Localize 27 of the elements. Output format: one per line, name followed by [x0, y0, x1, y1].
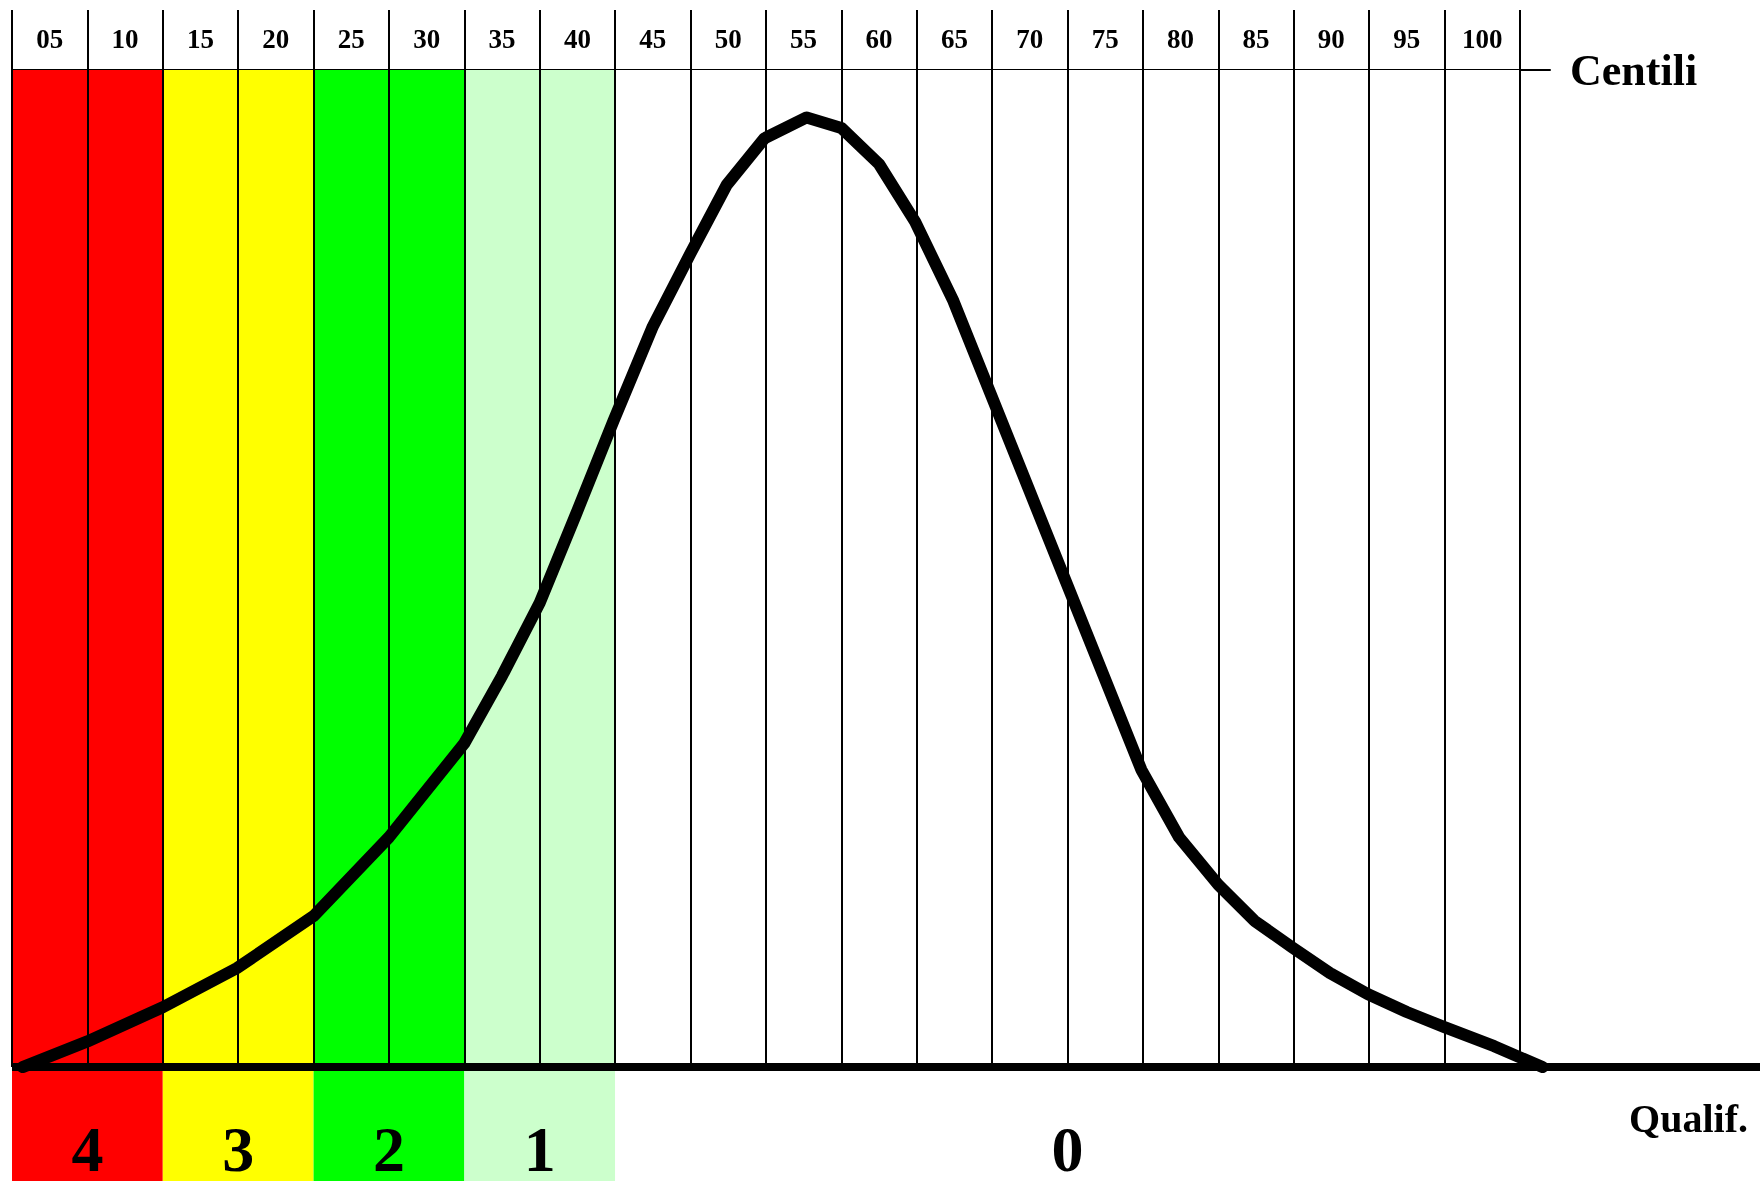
x-tick-label: 70 [1016, 23, 1044, 54]
x-tick-label: 75 [1091, 23, 1119, 54]
x-tick-label: 60 [865, 23, 893, 54]
band-label: 4 [71, 1113, 104, 1181]
x-tick-label: 65 [940, 23, 968, 54]
x-tick-label: 100 [1461, 23, 1503, 54]
x-tick-label: 25 [337, 23, 365, 54]
x-tick-label: 40 [563, 23, 591, 54]
x-tick-label: 45 [639, 23, 667, 54]
x-tick-label: 50 [714, 23, 742, 54]
x-tick-label: 15 [186, 23, 214, 54]
x-axis-title: Centili [1570, 45, 1698, 95]
x-tick-label: 95 [1393, 23, 1421, 54]
x-tick-label: 10 [111, 23, 139, 54]
x-tick-label: 30 [413, 23, 441, 54]
x-tick-label: 80 [1167, 23, 1195, 54]
x-tick-label: 05 [36, 23, 64, 54]
band-label: 1 [523, 1113, 556, 1181]
x-tick-label: 55 [790, 23, 818, 54]
x-tick-label: 20 [262, 23, 290, 54]
text: Qualif. [1629, 1095, 1748, 1141]
x-tick-label: 90 [1317, 23, 1345, 54]
band-label: 0 [1051, 1113, 1084, 1181]
band-label: 3 [222, 1113, 255, 1181]
band-label: 2 [372, 1113, 405, 1181]
x-tick-label: 85 [1242, 23, 1270, 54]
x-tick-label: 35 [488, 23, 516, 54]
